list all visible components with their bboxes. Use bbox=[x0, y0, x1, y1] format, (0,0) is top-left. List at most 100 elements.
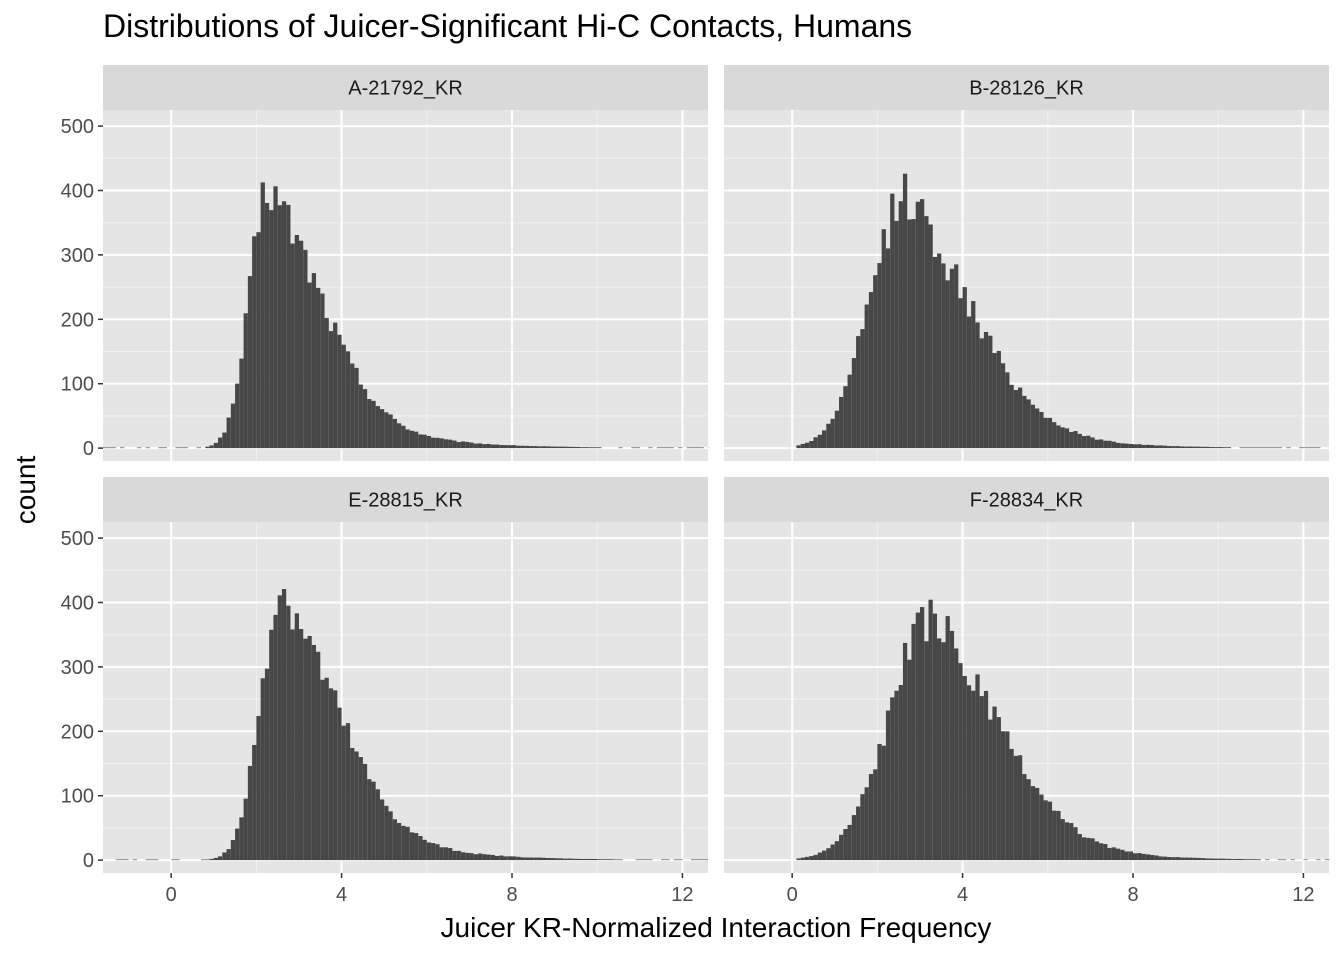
histogram-bar bbox=[881, 745, 886, 861]
histogram-bar bbox=[401, 425, 406, 449]
x-tick-label: 12 bbox=[671, 884, 693, 906]
histogram-bar bbox=[1086, 435, 1091, 449]
histogram-bar bbox=[529, 857, 534, 861]
histogram-bar bbox=[256, 232, 261, 449]
histogram-bar bbox=[460, 441, 466, 449]
histogram-bar bbox=[911, 219, 916, 449]
histogram-bar bbox=[1026, 399, 1031, 449]
histogram-bar bbox=[588, 447, 593, 449]
histogram-bar bbox=[1005, 372, 1010, 449]
histogram-bar bbox=[821, 430, 827, 449]
histogram-bar bbox=[324, 317, 329, 449]
histogram-bar bbox=[834, 410, 840, 449]
histogram-bar bbox=[932, 256, 938, 449]
histogram-bar bbox=[851, 358, 857, 449]
histogram-bar bbox=[337, 707, 342, 861]
histogram-bar bbox=[379, 409, 385, 449]
histogram-bar bbox=[962, 675, 967, 861]
facet-strip bbox=[103, 477, 708, 522]
histogram-bar bbox=[690, 859, 696, 861]
histogram-bar bbox=[303, 249, 308, 449]
histogram-bar bbox=[1039, 794, 1044, 861]
histogram-bar bbox=[1188, 857, 1193, 861]
facet-strip bbox=[724, 477, 1329, 522]
x-tick-label: 4 bbox=[957, 884, 968, 906]
histogram-bar bbox=[286, 605, 291, 861]
histogram-bar bbox=[1175, 446, 1180, 449]
histogram-bar bbox=[537, 857, 542, 861]
histogram-bar bbox=[567, 446, 572, 449]
histogram-bar bbox=[158, 447, 163, 449]
histogram-bar bbox=[1145, 444, 1151, 449]
histogram-bar bbox=[388, 414, 393, 449]
histogram-bar bbox=[230, 840, 236, 861]
histogram-bar bbox=[937, 638, 942, 861]
histogram-bar bbox=[137, 447, 142, 449]
histogram-bar bbox=[877, 263, 882, 449]
histogram-bar bbox=[954, 264, 959, 449]
histogram-bar bbox=[414, 833, 419, 861]
histogram-bar bbox=[558, 858, 564, 861]
histogram-bar bbox=[132, 859, 138, 861]
histogram-bar bbox=[235, 828, 240, 861]
histogram-bar bbox=[567, 858, 572, 861]
histogram-bar bbox=[418, 434, 423, 449]
histogram-bar bbox=[1324, 859, 1329, 861]
histogram-bar bbox=[418, 836, 423, 861]
histogram-bar bbox=[298, 628, 304, 861]
histogram-bar bbox=[1069, 823, 1074, 861]
histogram-bar bbox=[443, 439, 449, 449]
histogram-bar bbox=[597, 447, 602, 449]
histogram-bar bbox=[1137, 853, 1142, 861]
histogram-bar bbox=[868, 773, 874, 861]
histogram-bar bbox=[1081, 837, 1087, 861]
histogram-bar bbox=[1133, 444, 1138, 449]
histogram-bar bbox=[414, 431, 419, 449]
histogram-bar bbox=[1094, 841, 1099, 861]
histogram-bar bbox=[333, 690, 338, 861]
histogram-bar bbox=[205, 859, 210, 861]
histogram-bar bbox=[350, 747, 355, 861]
histogram-bar bbox=[469, 853, 474, 861]
histogram-bar bbox=[247, 276, 253, 449]
histogram-bar bbox=[1056, 425, 1061, 449]
histogram-bar bbox=[277, 595, 282, 861]
histogram-bar bbox=[409, 430, 415, 449]
histogram-bar bbox=[915, 612, 920, 861]
histogram-bar bbox=[813, 854, 818, 861]
histogram-bar bbox=[1201, 858, 1206, 861]
y-tick-label: 200 bbox=[61, 309, 94, 331]
histogram-bar bbox=[235, 383, 240, 449]
histogram-bar bbox=[115, 859, 121, 861]
histogram-bar bbox=[656, 447, 662, 449]
histogram-bar bbox=[367, 399, 372, 449]
histogram-bar bbox=[1179, 446, 1185, 449]
histogram-bar bbox=[563, 446, 568, 449]
histogram-bar bbox=[580, 858, 585, 861]
histogram-bar bbox=[1282, 859, 1287, 861]
histogram-bar bbox=[635, 859, 640, 861]
histogram-bar bbox=[426, 842, 432, 861]
histogram-bar bbox=[260, 678, 265, 861]
histogram-bar bbox=[894, 690, 899, 861]
histogram-bar bbox=[847, 824, 852, 861]
histogram-bar bbox=[1205, 858, 1210, 861]
histogram-bar bbox=[1167, 857, 1172, 861]
histogram-bar bbox=[1009, 748, 1014, 861]
histogram-bar bbox=[932, 613, 938, 861]
histogram-bar bbox=[1235, 858, 1240, 861]
histogram-bar bbox=[966, 316, 972, 449]
histogram-bar bbox=[1000, 731, 1006, 861]
facet-panel: E-28815_KR 0 100 200 300 400 500 0 4 8 12 bbox=[61, 477, 708, 906]
histogram-bar bbox=[396, 423, 402, 449]
histogram-bar bbox=[213, 442, 219, 449]
histogram-bar bbox=[860, 329, 865, 449]
histogram-bar bbox=[1022, 774, 1027, 861]
histogram-bar bbox=[1184, 857, 1189, 861]
histogram-bar bbox=[558, 446, 564, 449]
histogram-bar bbox=[431, 437, 436, 449]
histogram-bar bbox=[695, 447, 700, 449]
histogram-bar bbox=[516, 445, 521, 449]
histogram-bar bbox=[465, 441, 470, 449]
